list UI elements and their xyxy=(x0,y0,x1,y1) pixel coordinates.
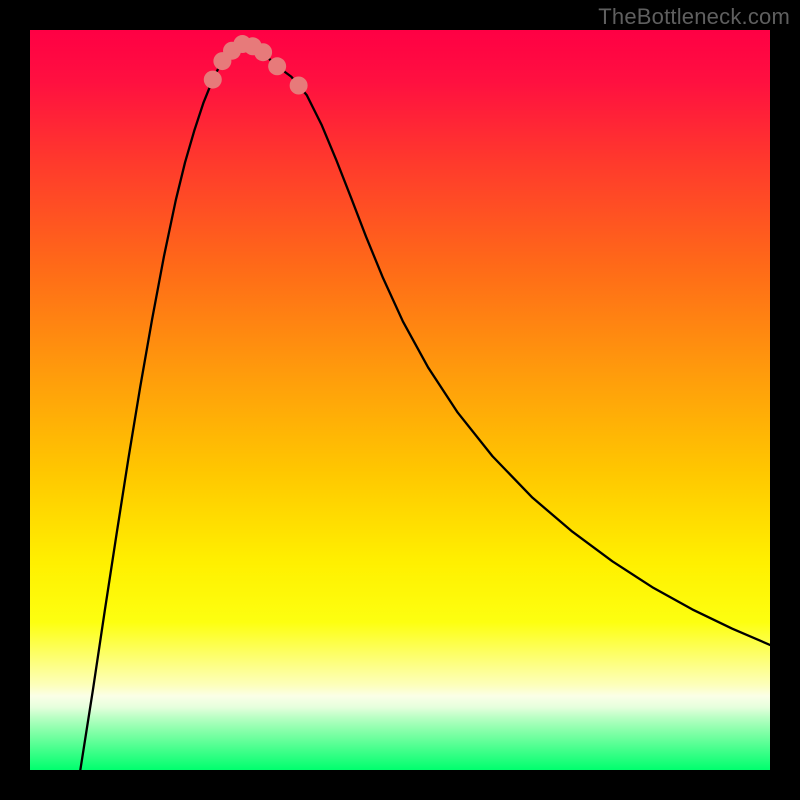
optimal-marker xyxy=(204,71,222,89)
optimal-marker xyxy=(254,43,272,61)
plot-area xyxy=(30,30,770,770)
bottleneck-chart-svg xyxy=(0,0,800,800)
optimal-marker xyxy=(290,77,308,95)
optimal-marker xyxy=(268,57,286,75)
plot-gradient-background xyxy=(30,30,770,770)
chart-container: TheBottleneck.com xyxy=(0,0,800,800)
